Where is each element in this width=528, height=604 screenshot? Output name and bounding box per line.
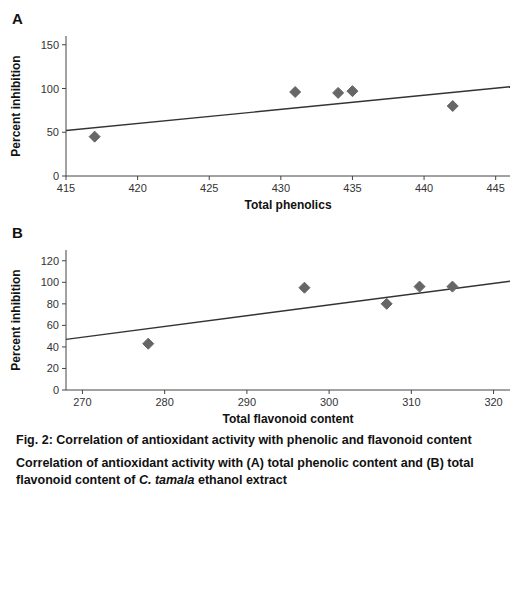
x-tick [280, 176, 281, 180]
x-tick-label: 290 [238, 396, 256, 408]
y-tick [62, 368, 66, 369]
caption-text: C. tamala [139, 473, 195, 487]
point [381, 298, 392, 309]
x-tick [493, 390, 494, 394]
x-tick-label: 270 [73, 396, 91, 408]
x-tick-label: 435 [343, 182, 361, 194]
x-tick-label: 440 [415, 182, 433, 194]
point [447, 281, 458, 292]
y-tick [62, 260, 66, 261]
y-tick-label: 100 [41, 276, 59, 288]
y-tick [62, 390, 66, 391]
y-tick [62, 303, 66, 304]
panel-label: B [12, 224, 23, 241]
x-tick [352, 176, 353, 180]
x-tick-label: 430 [272, 182, 290, 194]
x-tick [329, 390, 330, 394]
x-tick [495, 176, 496, 180]
x-tick [209, 176, 210, 180]
y-axis [66, 36, 67, 176]
y-tick-label: 50 [47, 126, 59, 138]
y-axis [66, 250, 67, 390]
caption: Fig. 2: Correlation of antioxidant activ… [0, 432, 528, 489]
point [299, 282, 310, 293]
y-tick-label: 0 [53, 384, 59, 396]
y-tick [62, 88, 66, 89]
y-tick-label: 80 [47, 298, 59, 310]
point [89, 131, 100, 142]
y-axis-label: Percent inhibition [9, 55, 23, 156]
chart: 415 420 425 430 435 440 445 0 50 100 150 Total phen… [0, 0, 528, 432]
x-tick-label: 445 [486, 182, 504, 194]
panel: 415 420 425 430 435 440 445 0 50 100 150 Total phen… [9, 10, 510, 212]
x-tick [424, 176, 425, 180]
y-tick-label: 40 [47, 341, 59, 353]
x-tick [411, 390, 412, 394]
x-tick [246, 390, 247, 394]
y-tick-label: 120 [41, 255, 59, 267]
caption-text: Fig. 2: Correlation of antioxidant activ… [16, 433, 472, 447]
y-tick [62, 325, 66, 326]
x-tick-label: 300 [320, 396, 338, 408]
x-axis-label: Total flavonoid content [222, 412, 353, 426]
x-tick [137, 176, 138, 180]
x-axis [66, 176, 510, 177]
point [290, 87, 301, 98]
x-axis-label: Total phenolics [244, 198, 331, 212]
x-tick-label: 415 [57, 182, 75, 194]
y-tick [62, 176, 66, 177]
x-tick-label: 420 [128, 182, 146, 194]
x-tick [164, 390, 165, 394]
x-axis [66, 390, 510, 391]
point [143, 338, 154, 349]
x-tick-label: 425 [200, 182, 218, 194]
regression-line [66, 87, 510, 131]
caption-text: ethanol [195, 473, 243, 487]
plot-area [66, 86, 510, 143]
point [333, 87, 344, 98]
y-tick [62, 346, 66, 347]
regression-line [66, 281, 510, 339]
y-tick [62, 282, 66, 283]
caption-text: Correlation of antioxidant activity with… [16, 456, 349, 470]
x-tick [66, 176, 67, 180]
y-tick [62, 44, 66, 45]
caption-title: Fig. 2: Correlation of antioxidant activ… [16, 432, 512, 449]
x-tick-label: 280 [155, 396, 173, 408]
x-tick [82, 390, 83, 394]
panel-label: A [12, 10, 23, 27]
y-tick-label: 0 [53, 170, 59, 182]
panel: 270 280 290 300 310 320 0 20 40 60 80 100 120 Total f… [9, 224, 510, 426]
y-tick [62, 132, 66, 133]
caption-body: Correlation of antioxidant activity with… [16, 455, 512, 489]
y-tick-label: 20 [47, 362, 59, 374]
y-tick-label: 150 [41, 39, 59, 51]
x-tick-label: 320 [484, 396, 502, 408]
point [347, 86, 358, 97]
point [414, 281, 425, 292]
point [447, 101, 458, 112]
y-tick-label: 60 [47, 319, 59, 331]
plot-area [66, 281, 510, 349]
y-axis-label: Percent inhibition [9, 269, 23, 370]
x-tick-label: 310 [402, 396, 420, 408]
caption-text: extract [246, 473, 287, 487]
y-tick-label: 100 [41, 83, 59, 95]
